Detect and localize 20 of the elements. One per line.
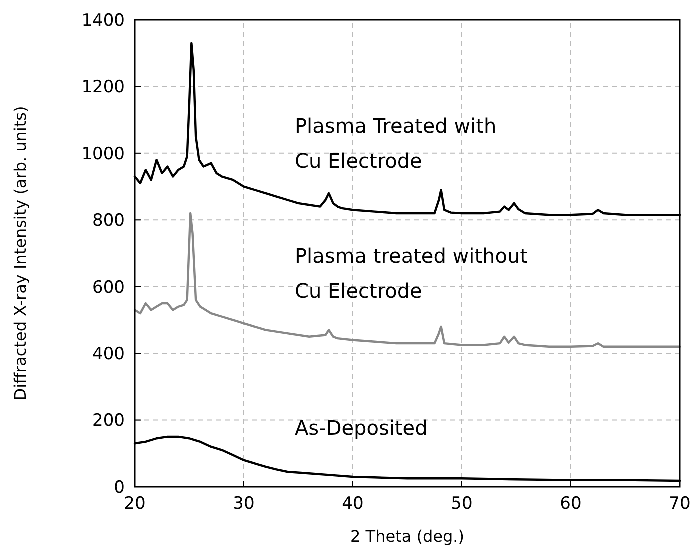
- x-tick-label: 50: [451, 494, 473, 514]
- y-tick-label: 1200: [82, 78, 125, 98]
- x-tick-label: 60: [560, 494, 582, 514]
- x-tick-label: 70: [669, 494, 691, 514]
- y-axis-title: Diffracted X-ray Intensity (arb. units): [11, 106, 30, 401]
- series-label: Plasma treated without Cu Electrode: [295, 244, 528, 304]
- x-tick-label: 30: [233, 494, 255, 514]
- line-series: [134, 212, 682, 348]
- y-tick-label: 400: [92, 344, 125, 365]
- x-tick-label: 40: [342, 494, 364, 514]
- y-tick-label: 1000: [82, 144, 125, 164]
- y-tick-label: 200: [92, 411, 125, 432]
- x-axis-title: 2 Theta (deg.): [350, 527, 464, 546]
- y-tick-label: 1400: [82, 10, 125, 31]
- y-tick-label: 600: [92, 278, 125, 298]
- y-tick-label: 800: [92, 211, 125, 232]
- series-label: Plasma Treated with Cu Electrode: [295, 114, 497, 174]
- series-label: As-Deposited: [295, 416, 428, 440]
- y-tick-label: 0: [114, 478, 125, 498]
- x-tick-label: 20: [124, 494, 146, 514]
